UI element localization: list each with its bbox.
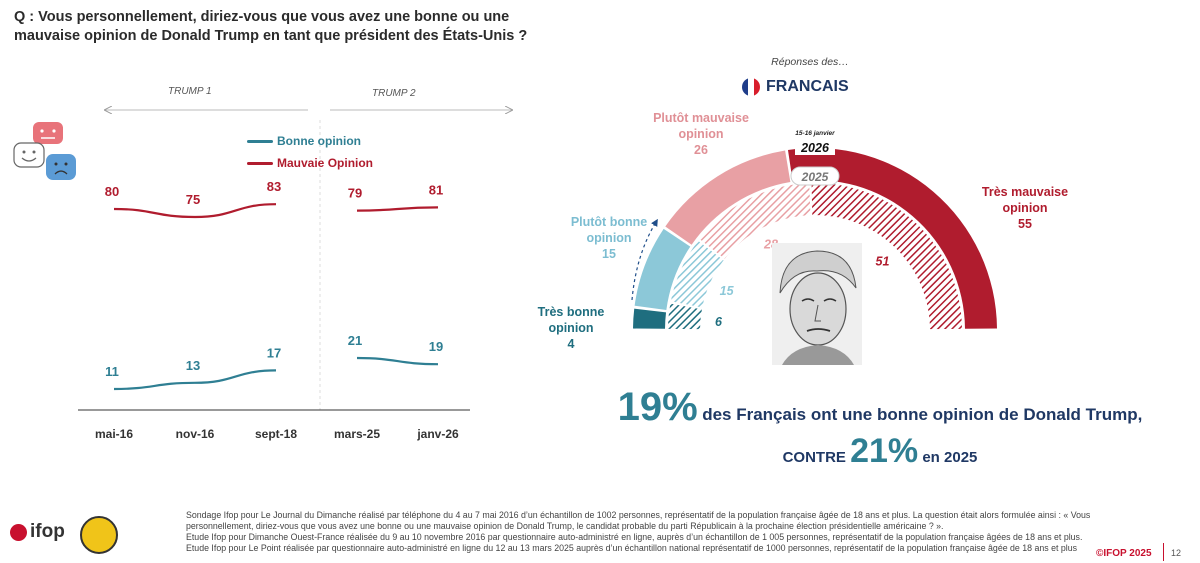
population-name: FRANCAIS — [766, 78, 849, 95]
legend-bad-swatch — [247, 161, 273, 165]
series-line-bad-2 — [356, 206, 439, 212]
headline-text: des Français ont une bonne opinion de Do… — [702, 405, 1143, 424]
label-tres-bonne-line2: opinion — [548, 321, 593, 335]
jdd-logo-icon — [80, 516, 118, 554]
data-label-good: 11 — [105, 364, 119, 379]
label-plutot-bonne-line2: opinion — [586, 231, 631, 245]
data-label-good: 19 — [429, 339, 443, 354]
year-2026-note: 15-16 janvier — [795, 130, 835, 137]
question-title: Q : Vous personnellement, diriez-vous qu… — [14, 9, 528, 44]
arc-2026-plutot-mauvaise — [665, 150, 791, 245]
headline: 19% des Français ont une bonne opinion d… — [500, 385, 1200, 430]
trump2-label: TRUMP 2 — [372, 88, 416, 99]
label-tres-mauvaise-line2: opinion — [1002, 201, 1047, 215]
data-label-bad: 79 — [348, 186, 362, 201]
series-line-good-1 — [113, 369, 277, 391]
legend-good: Bonne opinion — [247, 130, 373, 152]
arc-2025-tres-bonne — [668, 303, 702, 330]
data-label-good: 21 — [348, 333, 362, 348]
label-plutot-bonne-value: 15 — [602, 247, 616, 261]
footnote-line: Etude Ifop pour Le Point réalisée par qu… — [186, 543, 1078, 553]
headline-contre: CONTRE — [782, 449, 846, 466]
page-number: 12 — [1171, 548, 1182, 558]
ifop-logo: ifop — [10, 521, 65, 543]
methodology-footnote: Sondage Ifop pour Le Journal du Dimanche… — [186, 510, 1146, 554]
france-flag-icon — [742, 78, 760, 96]
footnote-line: Etude Ifop pour Dimanche Ouest-France ré… — [186, 532, 1083, 542]
legend-bad: Mauvaie Opinion — [247, 152, 373, 174]
trump-portrait-drawing — [779, 250, 857, 365]
opinion-line-chart: 11 13 17 21 19 80 75 83 79 81 mai-16 nov-16 sept-18… — [13, 0, 600, 441]
x-tick-label: nov-16 — [176, 427, 215, 441]
legend-bad-label: Mauvaie Opinion — [277, 156, 374, 170]
label-tres-mauvaise-value: 55 — [1018, 217, 1032, 231]
label-plutot-mauvaise-line1: Plutôt mauvaise — [653, 111, 749, 125]
trump-portrait — [772, 243, 862, 365]
legend-good-label: Bonne opinion — [277, 134, 361, 148]
progress-arrow — [631, 218, 658, 301]
data-label-bad: 81 — [429, 182, 443, 197]
year-2026-label: 2026 — [800, 141, 830, 155]
arc-value-2025-tres-mauvaise: 51 — [876, 254, 890, 268]
arc-2026-tres-mauvaise — [787, 147, 997, 329]
arc-2025-plutot-bonne — [670, 240, 724, 308]
label-plutot-bonne-line1: Plutôt bonne — [571, 215, 647, 229]
label-plutot-mauvaise-value: 26 — [694, 143, 708, 157]
page-divider — [1163, 543, 1164, 561]
trump1-label: TRUMP 1 — [168, 86, 212, 97]
data-label-bad: 75 — [186, 192, 200, 207]
headline-year: en 2025 — [922, 449, 978, 466]
headline-pct2: 21% — [850, 432, 919, 470]
year-2025-label: 2025 — [801, 170, 829, 184]
population-label: FRANCAIS — [742, 78, 849, 96]
label-tres-bonne-value: 4 — [568, 337, 575, 351]
x-tick-label: janv-26 — [416, 427, 459, 441]
x-tick-label: mars-25 — [334, 427, 380, 441]
year-2025-badge: 2025 — [790, 166, 840, 186]
label-tres-bonne-line1: Très bonne — [538, 305, 605, 319]
footnote-line: Sondage Ifop pour Le Journal du Dimanche… — [186, 510, 1091, 531]
label-plutot-mauvaise-line2: opinion — [678, 127, 723, 141]
label-tres-mauvaise-line1: Très mauvaise — [982, 185, 1068, 199]
year-2026-badge: 15-16 janvier 2026 — [795, 130, 835, 155]
ifop-wordmark: ifop — [30, 521, 65, 542]
arc-2025-tres-mauvaise — [811, 183, 962, 330]
data-label-good: 17 — [267, 345, 281, 360]
chart-legend: Bonne opinion Mauvaie Opinion — [247, 130, 373, 174]
chat-bubbles-icon — [13, 122, 76, 180]
arc-2026-plutot-bonne — [634, 228, 691, 311]
ifop-dot-icon — [10, 523, 27, 541]
series-line-bad-1 — [113, 203, 277, 219]
headline-compare: CONTRE 21% en 2025 — [500, 432, 1200, 471]
series-line-good-2 — [356, 356, 439, 366]
arc-value-2025-plutot-bonne: 15 — [720, 284, 735, 298]
x-tick-label: sept-18 — [255, 427, 297, 441]
data-label-bad: 80 — [105, 184, 119, 199]
headline-pct: 19% — [617, 385, 698, 429]
responses-title: Réponses des… — [771, 56, 849, 68]
data-label-good: 13 — [186, 358, 200, 373]
arc-value-2025-tres-bonne: 6 — [715, 315, 723, 329]
x-tick-label: mai-16 — [95, 427, 133, 441]
legend-good-swatch — [247, 139, 273, 143]
arc-2026-tres-bonne — [633, 308, 667, 329]
arc-2025-plutot-mauvaise — [699, 183, 811, 259]
data-label-bad: 83 — [267, 179, 281, 194]
copyright: ©IFOP 2025 — [1096, 548, 1152, 559]
